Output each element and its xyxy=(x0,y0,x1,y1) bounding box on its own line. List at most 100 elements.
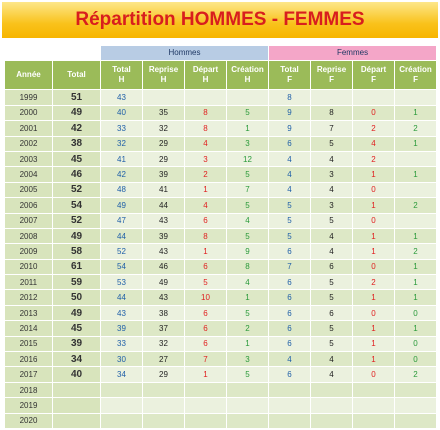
table-cell: 4 xyxy=(268,150,312,168)
table-cell: 6 xyxy=(268,135,312,152)
table-cell: 1 xyxy=(352,289,396,306)
table-cell: 0 xyxy=(394,351,438,368)
table-cell xyxy=(268,381,312,399)
table-cell: 4 xyxy=(310,243,354,260)
table-cell: 33 xyxy=(100,335,143,353)
table-cell xyxy=(310,412,354,429)
table-row: 2002 38 32 29 4 3 6 5 4 1 xyxy=(4,135,438,152)
table-cell: 5 xyxy=(225,104,270,122)
table-cell: 2013 xyxy=(4,304,53,322)
table-cell: 7 xyxy=(268,258,312,276)
table-cell: 29 xyxy=(142,150,185,168)
table-cell: 2012 xyxy=(4,289,53,306)
table-cell: 2007 xyxy=(4,212,53,229)
table-cell: 43 xyxy=(142,243,185,260)
table-cell: 2008 xyxy=(4,227,53,245)
table-cell: 2 xyxy=(184,166,227,183)
table-cell: 6 xyxy=(310,258,354,276)
table-cell xyxy=(352,397,396,414)
table-cell: 6 xyxy=(268,243,312,260)
table-cell: 5 xyxy=(268,227,312,245)
table-cell: 2 xyxy=(394,197,438,214)
table-cell: 7 xyxy=(225,181,270,199)
title: Répartition HOMMES - FEMMES xyxy=(2,2,438,38)
table-cell: 34 xyxy=(52,351,101,368)
table-head: Hommes Femmes Année Total Total H Reprise H… xyxy=(4,44,438,91)
table-cell xyxy=(225,397,270,414)
table-cell: 2 xyxy=(352,120,396,137)
table-cell: 0 xyxy=(352,181,396,199)
table-cell: 1 xyxy=(394,258,438,276)
table-cell: 39 xyxy=(100,320,143,337)
table-cell: 1 xyxy=(394,166,438,183)
table-cell: 9 xyxy=(268,120,312,137)
table-cell xyxy=(394,412,438,429)
table-cell: 1 xyxy=(225,335,270,353)
table-row: 2015 39 33 32 6 1 6 5 1 0 xyxy=(4,335,438,353)
table-cell: 1 xyxy=(394,104,438,122)
table-cell xyxy=(52,397,101,414)
table-cell xyxy=(310,89,354,106)
table-cell: 49 xyxy=(52,227,101,245)
table-cell xyxy=(184,397,227,414)
blank xyxy=(52,44,101,62)
table-cell: 39 xyxy=(142,166,185,183)
table-cell: 4 xyxy=(352,135,396,152)
table-cell: 46 xyxy=(52,166,101,183)
table-cell: 0 xyxy=(394,304,438,322)
column-header: Départ H xyxy=(184,60,227,91)
table-cell: 0 xyxy=(352,304,396,322)
table-row: 2016 34 30 27 7 3 4 4 1 0 xyxy=(4,351,438,368)
table-cell: 40 xyxy=(52,366,101,383)
table-cell: 45 xyxy=(52,150,101,168)
table-cell: 2018 xyxy=(4,381,53,399)
table-cell: 4 xyxy=(310,150,354,168)
table-cell: 41 xyxy=(142,181,185,199)
table-cell: 1999 xyxy=(4,89,53,106)
table-cell xyxy=(394,397,438,414)
table-cell: 1 xyxy=(352,197,396,214)
table-cell: 1 xyxy=(184,366,227,383)
table-cell: 5 xyxy=(225,366,270,383)
table-cell: 0 xyxy=(352,104,396,122)
table-cell xyxy=(142,381,185,399)
table-cell xyxy=(184,412,227,429)
table-cell: 1 xyxy=(225,289,270,306)
table-cell xyxy=(394,212,438,229)
table-cell: 4 xyxy=(268,166,312,183)
table-cell: 4 xyxy=(310,366,354,383)
table-cell xyxy=(225,412,270,429)
table-row: 2007 52 47 43 6 4 5 5 0 xyxy=(4,212,438,229)
table-cell xyxy=(142,397,185,414)
table-cell: 42 xyxy=(52,120,101,137)
table-cell: 2003 xyxy=(4,150,53,168)
table-row: 2013 49 43 38 6 5 6 6 0 0 xyxy=(4,304,438,322)
table-cell xyxy=(225,89,270,106)
table-cell xyxy=(52,381,101,399)
table-cell: 2015 xyxy=(4,335,53,353)
column-header: Année xyxy=(4,60,53,91)
table-cell: 6 xyxy=(268,289,312,306)
table-cell: 54 xyxy=(52,197,101,214)
table-cell: 30 xyxy=(100,351,143,368)
table-cell: 40 xyxy=(100,104,143,122)
table-cell: 33 xyxy=(100,120,143,137)
table-cell: 2 xyxy=(225,320,270,337)
table-row: 2017 40 34 29 1 5 6 4 0 2 xyxy=(4,366,438,383)
table-cell: 0 xyxy=(352,366,396,383)
table-cell: 34 xyxy=(100,366,143,383)
table-cell: 2000 xyxy=(4,104,53,122)
table-cell: 43 xyxy=(142,212,185,229)
table-cell: 3 xyxy=(184,150,227,168)
table-cell: 2006 xyxy=(4,197,53,214)
column-header: Création H xyxy=(225,60,270,91)
table-cell: 6 xyxy=(268,320,312,337)
table-cell: 5 xyxy=(268,197,312,214)
table-cell: 5 xyxy=(310,135,354,152)
table-cell xyxy=(352,381,396,399)
table-cell: 48 xyxy=(100,181,143,199)
table-cell: 1 xyxy=(394,227,438,245)
table-cell xyxy=(394,381,438,399)
table-cell xyxy=(268,397,312,414)
table-cell: 49 xyxy=(142,274,185,291)
